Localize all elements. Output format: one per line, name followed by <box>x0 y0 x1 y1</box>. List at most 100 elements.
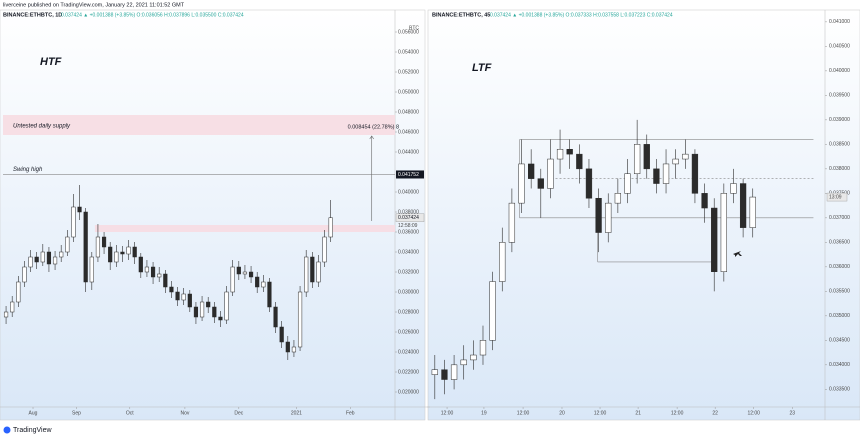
zone-label: Untested daily supply <box>13 124 71 130</box>
candle-body <box>672 158 679 165</box>
candle-body <box>163 273 168 288</box>
candle-body <box>489 281 496 341</box>
candle-body <box>431 369 438 375</box>
y-tick-label: 0.036000 <box>829 264 850 270</box>
candle-body <box>730 183 737 194</box>
candle-body <box>508 202 516 243</box>
candle-body <box>528 163 535 179</box>
x-tick-label: Oct <box>126 410 134 416</box>
x-tick-label: Sep <box>72 410 81 416</box>
y-tick-label: 0.035500 <box>829 289 850 295</box>
candle-body <box>547 158 554 189</box>
candle-body <box>322 236 327 263</box>
y-tick-label: 0.046000 <box>398 129 419 135</box>
footer-logo: TradingView <box>3 426 52 434</box>
x-tick-label: 21 <box>635 410 641 416</box>
y-tick-label: 0.056000 <box>398 29 419 35</box>
y-tick-label: 0.054000 <box>398 49 419 55</box>
price-box <box>395 213 425 222</box>
candle-body <box>10 301 15 313</box>
zone <box>3 115 395 135</box>
candle-body <box>711 207 718 272</box>
axis-price-box <box>396 170 424 179</box>
candle-body <box>643 144 650 170</box>
candle-body <box>46 251 52 265</box>
candle-body <box>59 251 64 258</box>
candle-body <box>224 291 229 321</box>
y-tick-label: 0.033500 <box>829 387 850 393</box>
candle-body <box>95 236 101 258</box>
candle-body <box>633 144 641 174</box>
candle-body <box>144 266 150 273</box>
y-tick-label: 0.052000 <box>398 69 419 75</box>
zone <box>94 225 395 232</box>
candle-body <box>52 256 58 265</box>
candle-body <box>34 256 39 263</box>
candle-body <box>297 291 303 348</box>
countdown-box <box>826 192 848 202</box>
candle-body <box>22 266 27 283</box>
candle-body <box>720 193 727 272</box>
candle-body <box>267 281 272 308</box>
candle-body <box>236 266 241 275</box>
y-tick-label: 0.024000 <box>398 349 419 355</box>
candle-body <box>65 236 70 253</box>
y-tick-label: 0.022000 <box>398 369 419 375</box>
candle-body <box>605 202 612 233</box>
y-tick-label: 0.038500 <box>829 142 850 148</box>
x-tick-label: 12:00 <box>594 410 607 416</box>
y-tick-label: 0.039500 <box>829 93 850 99</box>
candle-body <box>566 148 573 155</box>
candle-body <box>499 242 506 282</box>
y-tick-label: 0.034000 <box>829 362 850 368</box>
candle-body <box>595 197 602 233</box>
chart-title: HTF <box>40 56 62 68</box>
candle-body <box>316 261 321 283</box>
candle-body <box>310 256 315 283</box>
x-tick-label: 20 <box>559 410 565 416</box>
x-tick-label: 12:00 <box>441 410 454 416</box>
candle-body <box>653 168 660 184</box>
candle-body <box>291 346 297 353</box>
y-tick-label: 0.039000 <box>829 117 850 123</box>
candle-body <box>470 354 477 361</box>
candle-body <box>662 163 670 184</box>
candle-body <box>199 301 205 318</box>
candle-body <box>749 196 756 228</box>
candle-body <box>248 271 254 278</box>
candle-body <box>255 276 260 288</box>
right-panel <box>427 9 860 421</box>
y-tick-label: 0.034500 <box>829 338 850 344</box>
candle-body <box>40 251 45 263</box>
candle-body <box>230 266 235 293</box>
y-tick-label: 0.030000 <box>398 289 419 295</box>
candle-body <box>28 256 33 268</box>
y-tick-label: 0.034000 <box>398 249 419 255</box>
y-tick-label: 0.026000 <box>398 329 419 335</box>
y-tick-label: 0.050000 <box>398 89 419 95</box>
y-tick-label: 0.038000 <box>398 209 419 215</box>
candle-body <box>576 153 583 170</box>
candle-body <box>101 236 107 248</box>
candle-body <box>279 326 284 343</box>
x-tick-label: 2021 <box>291 410 302 416</box>
quote: 0.037424 ▲ +0.001388 (+3.85%) O:0.036056… <box>61 12 244 18</box>
y-tick-label: 0.044000 <box>398 149 419 155</box>
candle-body <box>556 148 564 160</box>
candle-body <box>132 246 137 258</box>
x-tick-label: 23 <box>789 410 795 416</box>
candle-body <box>108 246 113 263</box>
candle-body <box>242 271 248 275</box>
quote: 0.037424 ▲ +0.001388 (+3.85%) O:0.037333… <box>490 12 673 18</box>
x-tick-label: Nov <box>180 410 189 416</box>
x-tick-label: 19 <box>481 410 487 416</box>
candle-body <box>212 306 217 318</box>
y-tick-label: 0.048000 <box>398 109 419 115</box>
candle-body <box>157 273 162 278</box>
measure-label: 0.008454 (22.78%) 8 <box>348 124 399 130</box>
candle-body <box>138 256 143 273</box>
x-tick-label: Feb <box>346 410 355 416</box>
y-tick-label: 0.037000 <box>829 215 850 221</box>
candle-body <box>614 193 622 204</box>
